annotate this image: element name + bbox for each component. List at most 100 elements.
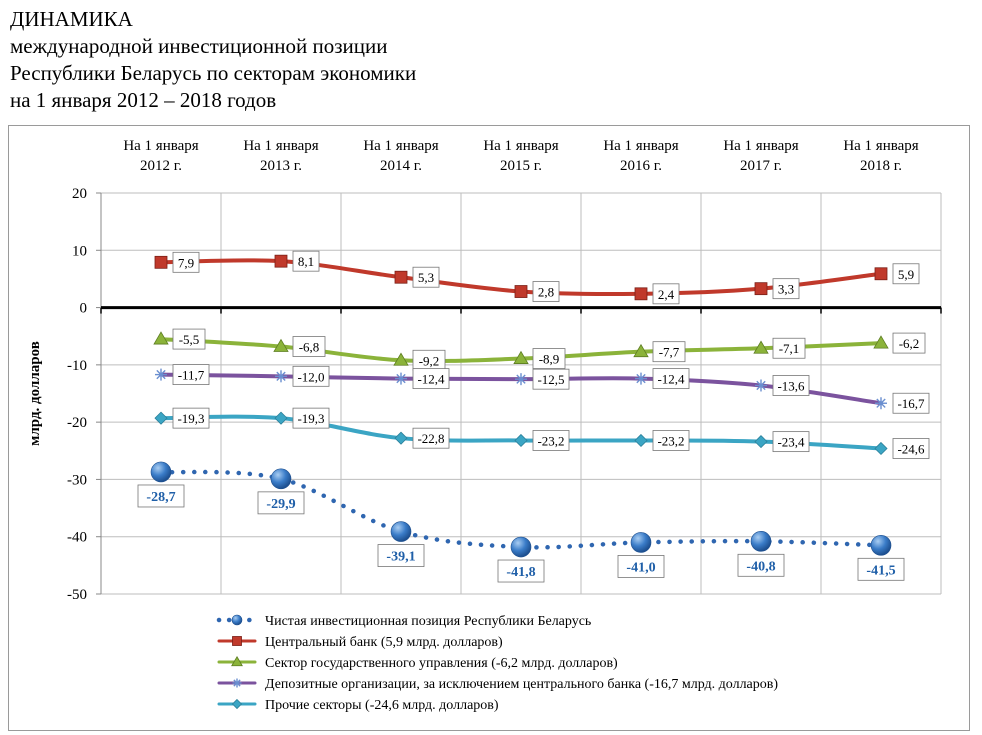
svg-text:-7,1: -7,1 (779, 341, 800, 356)
data-label-gov: -9,2 (412, 349, 446, 371)
svg-text:-6,2: -6,2 (899, 336, 920, 351)
data-point-dep (635, 372, 647, 385)
data-label-other: -23,4 (772, 431, 810, 453)
category-label: На 1 января 2013 г. (243, 138, 318, 174)
data-point-net (150, 461, 172, 483)
svg-text:2,4: 2,4 (658, 287, 675, 302)
legend-entry-cb: Центральный банк (5,9 млрд. долларов) (217, 635, 503, 650)
data-point-gov (153, 331, 169, 345)
line-chart: 20 10 0 -10 -20 -30 -40 -50 млрд. долларов На 1 я… (27, 138, 942, 713)
title-line-1: ДИНАМИКА (10, 7, 133, 31)
svg-text:-23,4: -23,4 (777, 435, 805, 450)
data-point-net (390, 521, 412, 542)
data-point-net (510, 536, 532, 558)
svg-text:Сектор государственного управл: Сектор государственного управления (-6,2… (265, 656, 618, 671)
data-label-gov: -7,1 (772, 337, 806, 359)
legend: Чистая инвестиционная позиция Республики… (216, 614, 778, 713)
data-label-net: -41,0 (617, 555, 665, 578)
svg-text:-23,2: -23,2 (657, 433, 684, 448)
data-point-other (754, 435, 768, 449)
data-label-other: -19,3 (172, 407, 210, 429)
title-line-3: Республики Беларусь по секторам экономик… (10, 61, 417, 85)
data-label-net: -41,8 (497, 559, 545, 583)
title-line-4: на 1 января 2012 – 2018 годов (10, 88, 277, 112)
data-label-other: -22,8 (412, 427, 450, 449)
svg-text:-7,7: -7,7 (659, 345, 680, 360)
svg-text:-22,8: -22,8 (417, 431, 444, 446)
svg-text:Депозитные организации, за иск: Депозитные организации, за исключением ц… (265, 677, 778, 692)
chart-frame: 20 10 0 -10 -20 -30 -40 -50 млрд. долларов На 1 я… (8, 125, 970, 731)
data-point-cb (274, 254, 288, 268)
category-label: На 1 января 2012 г. (123, 138, 198, 174)
data-label-other: -24,6 (892, 438, 930, 459)
data-label-cb: 5,9 (892, 263, 920, 285)
svg-text:7,9: 7,9 (178, 255, 194, 270)
legend-entry-other: Прочие секторы (-24,6 млрд. долларов) (217, 698, 499, 713)
data-label-cb: 2,8 (532, 281, 560, 302)
data-point-gov (393, 352, 409, 366)
category-label: На 1 января 2017 г. (723, 138, 798, 174)
svg-text:-13,6: -13,6 (777, 378, 805, 393)
data-label-net: -39,1 (377, 544, 425, 567)
data-point-dep (875, 397, 887, 410)
data-point-net (870, 535, 892, 556)
svg-text:3,3: 3,3 (778, 282, 794, 297)
svg-text:-5,5: -5,5 (179, 332, 200, 347)
data-label-gov: -7,7 (652, 341, 686, 363)
y-tick-label: -10 (67, 358, 87, 374)
svg-text:-8,9: -8,9 (539, 352, 560, 367)
svg-text:-12,5: -12,5 (537, 372, 564, 387)
y-tick-label: -20 (67, 415, 87, 431)
svg-text:-19,3: -19,3 (297, 411, 324, 426)
svg-text:5,9: 5,9 (898, 267, 914, 282)
data-point-net (750, 530, 772, 552)
y-axis-title: млрд. долларов (27, 341, 43, 446)
axes: 20 10 0 -10 -20 -30 -40 -50 млрд. долларов На 1 я… (27, 138, 942, 603)
svg-text:-40,8: -40,8 (746, 559, 775, 574)
data-point-cb (754, 282, 768, 296)
svg-text:-12,4: -12,4 (417, 372, 445, 387)
data-label-net: -40,8 (737, 553, 785, 577)
svg-text:-28,7: -28,7 (146, 490, 175, 505)
y-tick-label: -50 (67, 587, 87, 603)
y-tick-label: 0 (80, 301, 88, 317)
data-point-dep (515, 373, 527, 386)
category-label: На 1 января 2014 г. (363, 138, 438, 174)
data-point-gov (873, 335, 889, 349)
category-label: На 1 января 2018 г. (843, 138, 918, 174)
svg-text:2,8: 2,8 (538, 285, 554, 300)
svg-text:-6,8: -6,8 (299, 340, 320, 355)
data-label-gov: -6,2 (892, 332, 926, 354)
svg-text:8,1: 8,1 (298, 254, 314, 269)
svg-text:-24,6: -24,6 (897, 441, 925, 456)
data-point-dep (395, 372, 407, 385)
data-point-net (270, 468, 292, 490)
data-point-cb (394, 270, 408, 284)
data-label-dep: -12,4 (412, 368, 450, 390)
data-point-dep (755, 379, 767, 392)
data-point-gov (753, 340, 769, 354)
svg-text:Чистая инвестиционная позиция: Чистая инвестиционная позиция Республики… (265, 614, 591, 629)
data-label-dep: -12,5 (532, 368, 570, 390)
svg-text:-29,9: -29,9 (266, 497, 295, 512)
data-point-other (154, 411, 168, 425)
data-labels: -28,7 -29,9 -39,1 -41,8 -41,0 -40,8 -41,5 7,9 8,… (137, 250, 930, 583)
data-label-gov: -6,8 (292, 336, 326, 357)
data-label-dep: -13,6 (772, 375, 810, 396)
data-point-cb (514, 285, 528, 298)
data-point-other (274, 411, 288, 425)
data-label-net: -41,5 (857, 557, 905, 581)
data-point-dep (275, 370, 287, 383)
legend-entry-net: Чистая инвестиционная позиция Республики… (216, 614, 591, 629)
legend-entry-gov: Сектор государственного управления (-6,2… (217, 655, 618, 671)
y-tick-label: -40 (67, 530, 87, 546)
data-label-dep: -12,4 (652, 368, 690, 390)
svg-text:-9,2: -9,2 (419, 353, 440, 368)
data-point-dep (155, 368, 167, 381)
page-title: ДИНАМИКА международной инвестиционной по… (10, 6, 416, 114)
svg-text:-16,7: -16,7 (897, 396, 925, 411)
svg-text:-41,8: -41,8 (506, 565, 535, 580)
data-label-dep: -11,7 (172, 364, 210, 385)
svg-text:-11,7: -11,7 (178, 368, 205, 383)
category-label: На 1 января 2015 г. (483, 138, 558, 174)
